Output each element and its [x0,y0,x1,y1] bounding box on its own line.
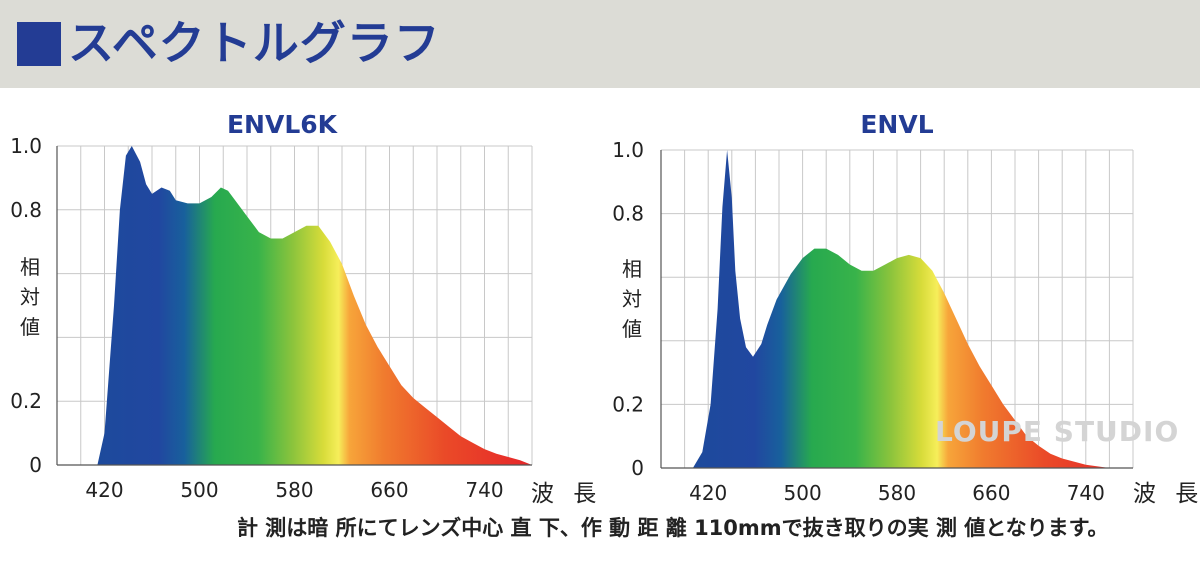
y-tick-label: 1.0 [10,134,42,158]
x-tick-label: 580 [275,478,313,502]
y-axis-label-char: 相 [20,255,40,279]
y-axis-label-char: 対 [622,287,642,311]
y-tick-label: 1.0 [612,138,644,162]
spectrum-area [97,146,533,465]
x-axis-label: 波 長 [1133,481,1200,506]
spectrum-chart-envl: ENVL 0 0.2 0.8 1.0 相対値 420 500 580 660 740 波 長 LOUPE… [612,110,1200,506]
x-tick-label: 740 [465,478,503,502]
y-axis-label-char: 対 [20,285,40,309]
y-tick-label: 0.8 [10,198,42,222]
y-tick-label: 0.2 [10,389,42,413]
x-tick-label: 500 [784,481,822,505]
y-axis-label-char: 相 [622,257,642,281]
header-square-icon [17,22,61,66]
y-axis-label-char: 値 [622,317,642,341]
y-tick-label: 0 [29,453,42,477]
page-header: スペクトルグラフ [0,0,1200,88]
spectrum-chart-envl6k: ENVL6K 0 0.2 0.8 1.0 相対値 420 500 580 660 740 波 長 [10,110,600,506]
x-tick-label: 420 [85,478,123,502]
x-tick-label: 500 [180,478,218,502]
x-tick-label: 740 [1067,481,1105,505]
x-tick-label: 580 [878,481,916,505]
x-tick-label: 420 [689,481,727,505]
chart-title: ENVL6K [227,110,339,139]
y-tick-label: 0 [631,456,644,480]
y-axis-label-char: 値 [20,315,40,339]
spectrum-area [692,150,1133,468]
x-tick-label: 660 [972,481,1010,505]
y-tick-label: 0.2 [612,392,644,416]
y-tick-label: 0.8 [612,202,644,226]
chart-title: ENVL [860,110,933,139]
x-tick-label: 660 [370,478,408,502]
watermark-logo: LOUPE STUDIO [935,415,1179,448]
x-axis-label: 波 長 [531,481,600,506]
page-title: スペクトルグラフ [68,16,441,70]
measurement-footnote: 計 測は暗 所にてレンズ中心 直 下、作 動 距 離 110mmで抜き取りの実 … [237,516,1109,540]
